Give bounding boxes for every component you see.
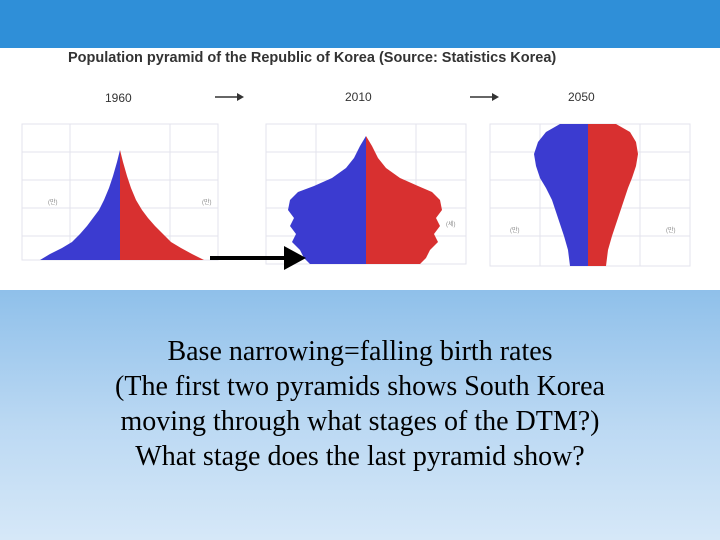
population-pyramid-figure: Population pyramid of the Republic of Ko… bbox=[0, 48, 720, 290]
axis-marker: (세) bbox=[446, 220, 456, 228]
year-label-2050: 2050 bbox=[568, 90, 595, 104]
male-bars bbox=[534, 124, 588, 266]
figure-title: Population pyramid of the Republic of Ko… bbox=[68, 50, 557, 66]
caption-line: Base narrowing=falling birth rates bbox=[167, 336, 553, 367]
arrow-right-icon bbox=[470, 93, 499, 101]
pyramid-2050: (만) (만) bbox=[489, 123, 691, 267]
axis-marker: (만) bbox=[202, 198, 212, 206]
caption-line: (The first two pyramids shows South Kore… bbox=[115, 371, 605, 402]
female-bars bbox=[588, 124, 638, 266]
arrow-right-icon bbox=[215, 93, 244, 101]
caption-line: What stage does the last pyramid show? bbox=[135, 441, 585, 472]
year-label-1960: 1960 bbox=[105, 91, 132, 105]
axis-marker: (만) bbox=[666, 226, 676, 234]
caption-text: Base narrowing=falling birth rates (The … bbox=[0, 334, 720, 474]
caption-panel: Base narrowing=falling birth rates (The … bbox=[0, 290, 720, 540]
pyramid-2010: (세) bbox=[265, 123, 467, 265]
female-bars bbox=[366, 136, 442, 264]
axis-marker: (만) bbox=[510, 226, 520, 234]
male-bars bbox=[40, 150, 120, 260]
female-bars bbox=[120, 150, 204, 260]
header-band bbox=[0, 0, 720, 48]
black-arrow-icon bbox=[210, 246, 306, 270]
year-label-2010: 2010 bbox=[345, 90, 372, 104]
pyramid-1960: (만) (만) bbox=[21, 123, 219, 261]
caption-line: moving through what stages of the DTM?) bbox=[120, 406, 600, 437]
axis-marker: (만) bbox=[48, 198, 58, 206]
male-bars bbox=[288, 136, 366, 264]
